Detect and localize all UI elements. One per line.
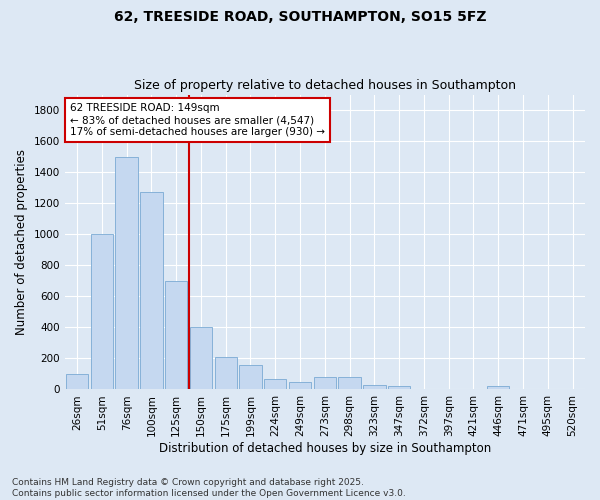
Bar <box>239 366 262 390</box>
Text: 62, TREESIDE ROAD, SOUTHAMPTON, SO15 5FZ: 62, TREESIDE ROAD, SOUTHAMPTON, SO15 5FZ <box>114 10 486 24</box>
Bar <box>338 377 361 390</box>
Text: Contains HM Land Registry data © Crown copyright and database right 2025.
Contai: Contains HM Land Registry data © Crown c… <box>12 478 406 498</box>
Bar <box>388 386 410 390</box>
Bar <box>140 192 163 390</box>
Bar <box>115 156 138 390</box>
Text: 62 TREESIDE ROAD: 149sqm
← 83% of detached houses are smaller (4,547)
17% of sem: 62 TREESIDE ROAD: 149sqm ← 83% of detach… <box>70 104 325 136</box>
Bar <box>264 378 286 390</box>
Bar <box>190 328 212 390</box>
Y-axis label: Number of detached properties: Number of detached properties <box>15 149 28 335</box>
Bar <box>91 234 113 390</box>
Bar <box>66 374 88 390</box>
X-axis label: Distribution of detached houses by size in Southampton: Distribution of detached houses by size … <box>159 442 491 455</box>
Bar <box>289 382 311 390</box>
Title: Size of property relative to detached houses in Southampton: Size of property relative to detached ho… <box>134 79 516 92</box>
Bar <box>487 386 509 390</box>
Bar <box>314 377 336 390</box>
Bar <box>413 388 435 390</box>
Bar <box>363 385 386 390</box>
Bar <box>215 357 237 390</box>
Bar <box>165 281 187 390</box>
